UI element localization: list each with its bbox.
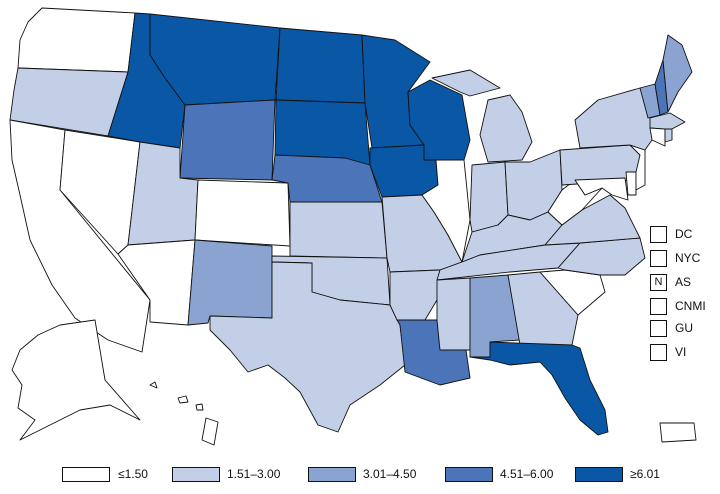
state-ks (289, 201, 388, 259)
legend-swatch-5 (575, 467, 623, 482)
legend-label-1: ≤1.50 (118, 467, 148, 481)
jurisdiction-label-gu: GU (675, 321, 693, 335)
legend-swatch-2 (172, 467, 220, 482)
state-ms (436, 277, 471, 351)
legend-label-4: 4.51–6.00 (500, 467, 554, 481)
jurisdiction-label-as: AS (675, 275, 692, 289)
legend-swatch-4 (445, 467, 493, 482)
jurisdiction-box-dc (650, 226, 667, 243)
jurisdiction-box-cnmi (650, 298, 667, 315)
jurisdiction-label-nyc: NYC (675, 251, 701, 265)
legend-label-2: 1.51–3.00 (227, 467, 281, 481)
state-nd (275, 27, 366, 104)
state-pr (659, 422, 697, 443)
legend-label-3: 3.01–4.50 (363, 467, 417, 481)
state-mi (479, 94, 533, 163)
state-or (9, 67, 129, 137)
legend-label-5: ≥6.01 (630, 467, 660, 481)
state-wa (17, 7, 136, 73)
state-ar (389, 269, 441, 321)
state-me (662, 34, 693, 113)
state-ma (649, 112, 686, 131)
state-ak (11, 319, 141, 441)
jurisdiction-box-gu (650, 320, 667, 337)
state-il (421, 159, 471, 263)
state-ga (507, 271, 579, 346)
state-fl (469, 341, 609, 436)
state-ct (649, 127, 666, 147)
state-co (194, 179, 291, 247)
state-ri (664, 128, 673, 143)
jurisdiction-box-nyc (650, 250, 667, 267)
jurisdiction-label-dc: DC (675, 227, 693, 241)
jurisdiction-box-vi (650, 344, 667, 361)
state-wy (179, 99, 276, 181)
state-sc (539, 269, 606, 316)
state-mi-up (431, 69, 501, 97)
state-tx (209, 261, 406, 433)
jurisdiction-label-cnmi: CNMI (675, 299, 706, 313)
state-ny (574, 87, 653, 151)
jurisdiction-box-as: N (650, 274, 667, 291)
jurisdiction-label-vi: VI (675, 345, 687, 359)
legend-swatch-3 (308, 467, 356, 482)
state-hi (149, 381, 219, 446)
legend-swatch-1 (62, 467, 110, 482)
state-md (574, 177, 629, 201)
state-nm (187, 239, 273, 326)
state-de (625, 171, 637, 196)
